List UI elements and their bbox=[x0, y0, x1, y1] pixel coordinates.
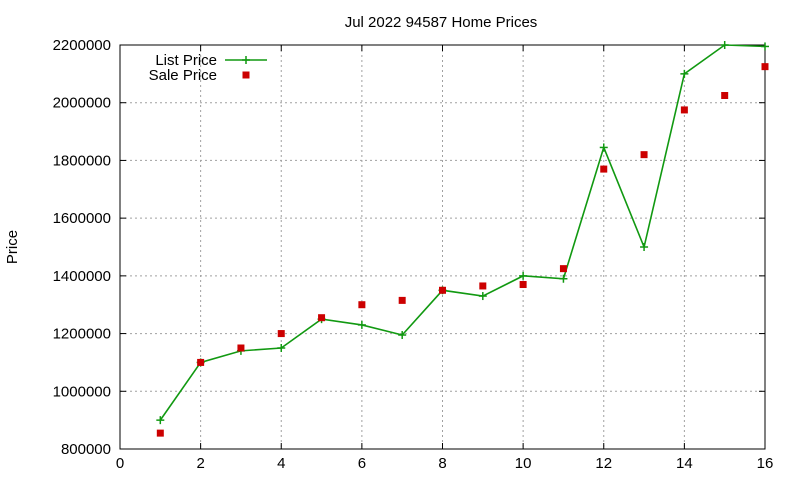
data-point bbox=[237, 344, 245, 352]
data-point bbox=[720, 41, 729, 49]
data-point bbox=[680, 106, 688, 114]
legend-label: Sale Price bbox=[149, 67, 217, 84]
data-point bbox=[479, 282, 487, 290]
data-point bbox=[358, 301, 366, 309]
data-point bbox=[761, 42, 769, 51]
data-point bbox=[357, 320, 366, 329]
x-tick-label: 10 bbox=[515, 455, 532, 472]
data-point bbox=[156, 429, 164, 437]
x-tick-label: 6 bbox=[358, 455, 366, 472]
data-point bbox=[640, 243, 649, 251]
x-tick-label: 16 bbox=[757, 455, 774, 472]
data-point bbox=[680, 69, 689, 78]
data-point bbox=[277, 330, 285, 338]
x-tick-label: 2 bbox=[196, 455, 204, 472]
series-sale-price bbox=[156, 63, 769, 437]
y-tick-label: 2200000 bbox=[53, 37, 111, 54]
data-point bbox=[600, 165, 608, 173]
series-list-price bbox=[156, 41, 769, 425]
data-point bbox=[761, 63, 769, 71]
y-tick-label: 2000000 bbox=[53, 95, 111, 112]
data-point bbox=[640, 151, 648, 159]
data-point bbox=[721, 92, 729, 99]
legend-marker bbox=[242, 71, 250, 79]
data-point bbox=[398, 296, 406, 304]
legend-label: List Price bbox=[155, 52, 217, 69]
y-tick-label: 1600000 bbox=[53, 210, 111, 227]
data-point bbox=[439, 286, 446, 294]
data-point bbox=[559, 265, 567, 273]
data-point bbox=[197, 358, 205, 366]
data-point bbox=[398, 331, 407, 340]
data-point bbox=[519, 271, 528, 280]
y-tick-label: 1000000 bbox=[53, 383, 111, 400]
data-point bbox=[318, 314, 326, 322]
data-point bbox=[519, 281, 527, 289]
x-tick-label: 12 bbox=[595, 455, 612, 472]
y-tick-label: 1400000 bbox=[53, 268, 111, 285]
legend-marker bbox=[242, 56, 250, 64]
x-tick-label: 4 bbox=[277, 455, 285, 472]
x-tick-label: 14 bbox=[676, 455, 693, 472]
axes: 0 2 4 6 8 10 12 14 16 800000 1000000 1200000 1400000… bbox=[53, 37, 774, 472]
data-point bbox=[277, 344, 286, 352]
chart-title: Jul 2022 94587 Home Prices bbox=[345, 14, 538, 31]
y-tick-label: 800000 bbox=[61, 441, 111, 458]
x-tick-label: 0 bbox=[116, 455, 124, 472]
x-tick-label: 8 bbox=[438, 455, 446, 472]
grid-lines bbox=[120, 45, 765, 449]
y-axis-label: Price bbox=[4, 230, 21, 264]
data-point bbox=[559, 274, 568, 283]
data-point bbox=[478, 292, 487, 301]
data-point bbox=[599, 143, 608, 152]
series-layer bbox=[156, 41, 769, 437]
series-line bbox=[159, 44, 766, 421]
y-tick-label: 1200000 bbox=[53, 326, 111, 343]
data-point bbox=[156, 416, 165, 425]
y-tick-label: 1800000 bbox=[53, 152, 111, 169]
